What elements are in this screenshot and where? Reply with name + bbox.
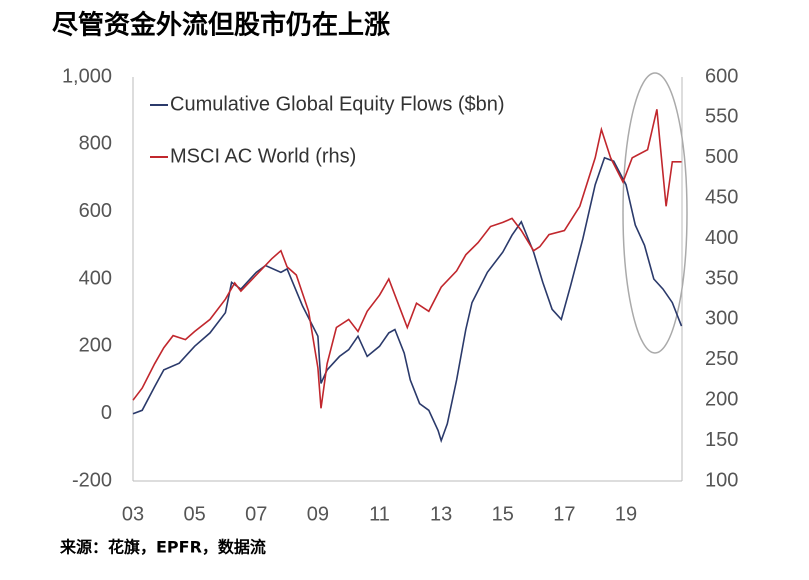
source: 来源：花旗，EPFR，数据流 — [59, 538, 266, 557]
highlight-ellipse — [622, 72, 688, 354]
legend-label: MSCI AC World (rhs) — [170, 145, 356, 167]
x-tick-label: 19 — [615, 503, 637, 525]
y2-tick-label: 550 — [705, 106, 738, 128]
y2-tick-label: 300 — [705, 308, 738, 330]
series-line — [132, 156, 683, 444]
series-line — [132, 109, 682, 409]
legend-label: Cumulative Global Equity Flows ($bn) — [170, 93, 505, 115]
y2-tick-label: 450 — [705, 186, 738, 208]
x-tick-label: 05 — [184, 503, 206, 525]
y2-tick-label: 200 — [705, 388, 738, 410]
x-tick-label: 09 — [307, 503, 329, 525]
x-tick-label: 15 — [492, 503, 514, 525]
x-tick-label: 11 — [369, 503, 390, 525]
x-tick-label: 07 — [245, 503, 267, 525]
y2-tick-label: 500 — [705, 146, 738, 168]
x-tick-label: 17 — [553, 503, 575, 525]
y-tick-label: 1,000 — [62, 65, 112, 87]
chart-title: 尽管资金外流但股市仍在上涨 — [52, 10, 390, 41]
y2-tick-label: 100 — [705, 469, 738, 491]
y2-tick-label: 250 — [705, 348, 738, 370]
y2-tick-label: 400 — [705, 227, 738, 249]
y-tick-label: 800 — [79, 133, 112, 155]
y-tick-label: -200 — [72, 469, 112, 491]
y-tick-label: 600 — [79, 200, 112, 222]
y-tick-label: 400 — [79, 267, 112, 289]
y-tick-label: 0 — [101, 402, 112, 424]
x-tick-label: 13 — [430, 503, 452, 525]
y2-tick-label: 150 — [705, 429, 738, 451]
y-tick-label: 200 — [79, 335, 112, 357]
y2-tick-label: 350 — [705, 267, 738, 289]
x-tick-label: 03 — [122, 503, 144, 525]
y2-tick-label: 600 — [705, 65, 738, 87]
